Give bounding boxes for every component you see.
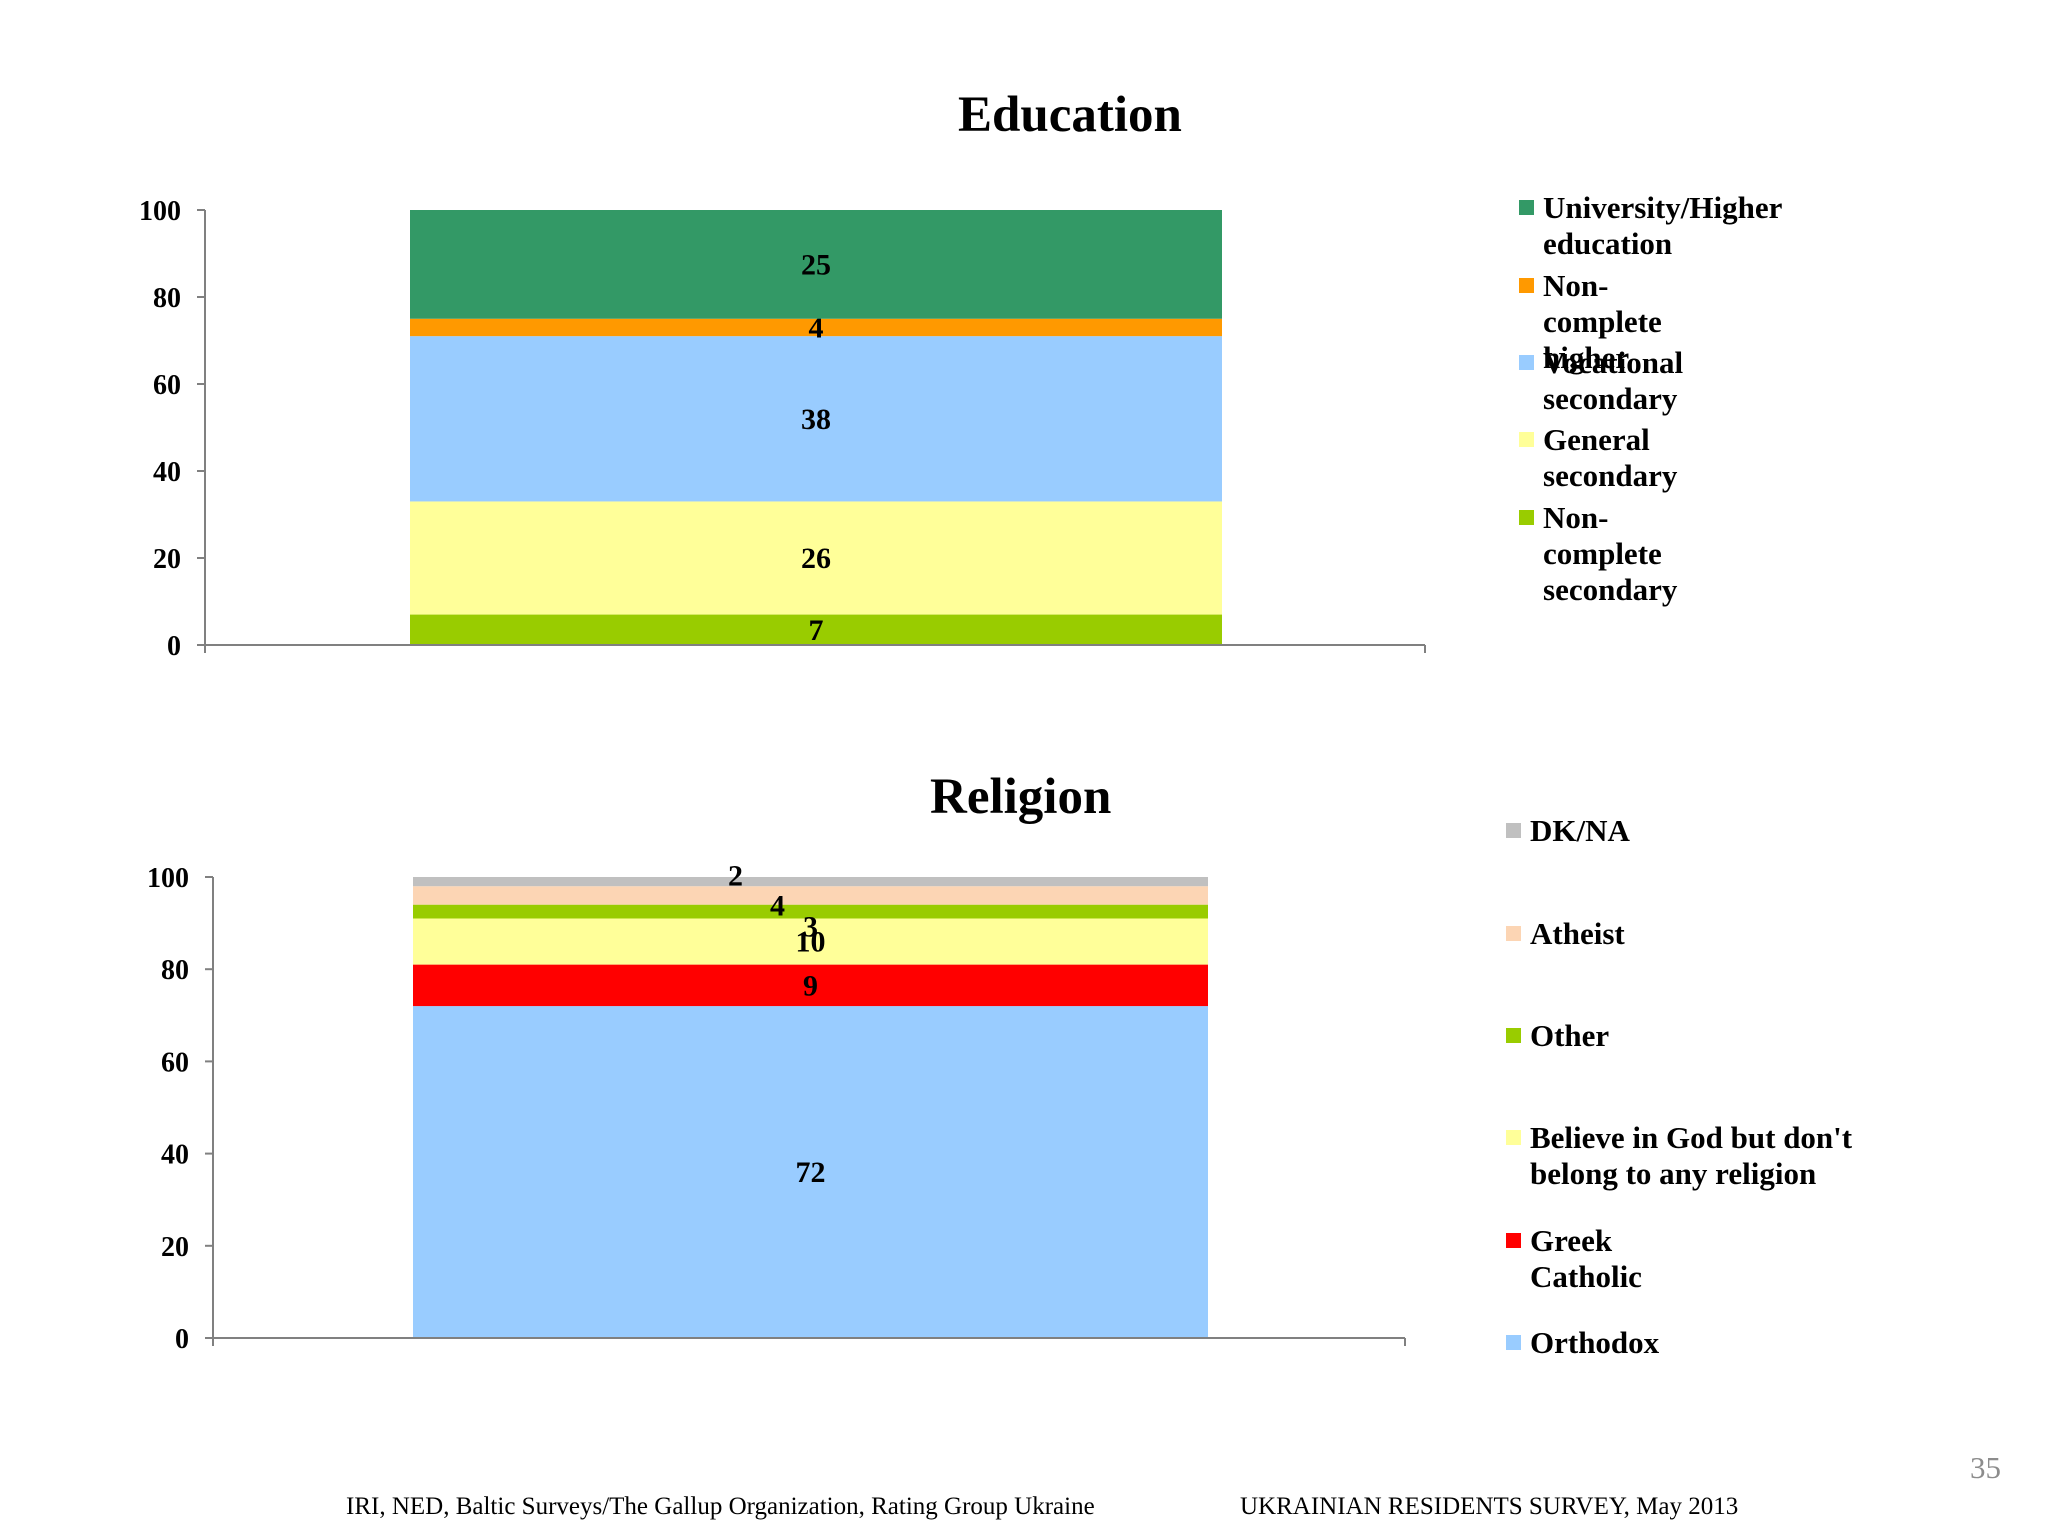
religion-legend-swatch xyxy=(1506,926,1521,941)
education-segment-non-complete-higher xyxy=(410,318,1222,337)
education-legend-swatch xyxy=(1519,200,1534,215)
education-legend-label: University/Higher education xyxy=(1543,190,1782,261)
religion-y-tick-label-20: 20 xyxy=(161,1232,189,1263)
education-legend-swatch xyxy=(1519,432,1534,447)
religion-segment-orthodox xyxy=(413,1006,1208,1338)
education-y-tick-label-60: 60 xyxy=(153,370,181,401)
religion-y-tick-label-100: 100 xyxy=(147,863,189,894)
education-legend-swatch xyxy=(1519,355,1534,370)
education-data-label-vocational-secondary: 38 xyxy=(801,403,831,436)
education-y-tick-label-0: 0 xyxy=(167,631,181,662)
religion-legend-item-greek-catholic: Greek Catholic xyxy=(1506,1223,1642,1295)
education-y-tick-label-80: 80 xyxy=(153,283,181,314)
religion-data-label-believe-in-god-but-don-t-belong-to-any-religion: 10 xyxy=(796,926,826,959)
religion-legend-label: Greek Catholic xyxy=(1530,1223,1642,1294)
religion-legend-label: Believe in God but don't belong to any r… xyxy=(1530,1120,1853,1191)
religion-segment-atheist xyxy=(413,886,1208,905)
education-legend-swatch xyxy=(1519,278,1534,293)
religion-legend-swatch xyxy=(1506,1028,1521,1043)
religion-legend-item-believe-in-god-but-don-t-belong-to-any-religion: Believe in God but don't belong to any r… xyxy=(1506,1120,1870,1192)
education-segment-general-secondary xyxy=(410,501,1222,615)
education-chart-title: Education xyxy=(958,87,1182,143)
religion-y-tick-label-80: 80 xyxy=(161,955,189,986)
religion-data-label-other: 3 xyxy=(803,911,818,944)
religion-legend-swatch xyxy=(1506,1233,1521,1248)
education-segment-university-higher-education xyxy=(410,210,1222,319)
religion-legend-item-orthodox: Orthodox xyxy=(1506,1325,1659,1361)
religion-segment-dk-na xyxy=(413,877,1208,887)
religion-y-tick-label-0: 0 xyxy=(175,1324,189,1355)
religion-legend-label: Atheist xyxy=(1530,916,1625,951)
religion-data-label-orthodox: 72 xyxy=(796,1156,826,1189)
education-data-label-general-secondary: 26 xyxy=(801,542,831,575)
religion-data-label-greek-catholic: 9 xyxy=(803,969,818,1002)
religion-legend-item-other: Other xyxy=(1506,1018,1609,1054)
religion-segment-greek-catholic xyxy=(413,964,1208,1007)
religion-legend-item-atheist: Atheist xyxy=(1506,916,1625,952)
education-data-label-non-complete-higher: 4 xyxy=(809,311,824,344)
footer-source: IRI, NED, Baltic Surveys/The Gallup Orga… xyxy=(346,1493,1095,1520)
religion-y-tick-label-60: 60 xyxy=(161,1047,189,1078)
religion-legend-label: Other xyxy=(1530,1018,1610,1053)
religion-data-label-atheist: 4 xyxy=(770,889,785,922)
slide-number: 35 xyxy=(1970,1450,2001,1485)
education-chart: 7 26 38 4 25 0 20 40 60 80 100 xyxy=(139,196,1426,662)
education-legend-item-non-complete-higher: Non-complete higher xyxy=(1519,268,1662,376)
education-legend-item-vocational-secondary: Vocational secondary xyxy=(1519,345,1683,417)
religion-legend-swatch xyxy=(1506,1335,1521,1350)
education-legend-swatch xyxy=(1519,510,1534,525)
religion-legend-item-dk-na: DK/NA xyxy=(1506,813,1630,849)
religion-y-tick-label-40: 40 xyxy=(161,1140,189,1171)
education-legend-label: Vocational secondary xyxy=(1543,345,1684,416)
education-segment-non-complete-secondary xyxy=(410,614,1222,645)
education-y-tick-label-20: 20 xyxy=(153,544,181,575)
education-data-label-non-complete-secondary: 7 xyxy=(809,614,824,647)
footer-survey: UKRAINIAN RESIDENTS SURVEY, May 2013 xyxy=(1240,1493,1739,1520)
education-legend-label: Non-complete higher xyxy=(1543,268,1662,375)
religion-legend-swatch xyxy=(1506,823,1521,838)
religion-chart-title: Religion xyxy=(930,769,1112,825)
education-legend-item-university-higher-education: University/Higher education xyxy=(1519,190,1833,262)
education-segment-vocational-secondary xyxy=(410,336,1222,502)
religion-legend-label: Orthodox xyxy=(1530,1325,1660,1360)
education-data-label-university-higher-education: 25 xyxy=(801,248,831,281)
religion-legend-label: DK/NA xyxy=(1530,813,1630,848)
education-legend-item-non-complete-secondary: Non-complete secondary xyxy=(1519,500,1677,608)
religion-segment-other xyxy=(413,904,1208,919)
education-y-tick-label-40: 40 xyxy=(153,457,181,488)
education-legend-label: Non-complete secondary xyxy=(1543,500,1678,607)
religion-segment-believe-in-god-but-don-t-belong-to-any-religion xyxy=(413,918,1208,965)
education-y-tick-label-100: 100 xyxy=(139,196,181,227)
education-legend-label: General secondary xyxy=(1543,422,1678,493)
religion-data-label-dk-na: 2 xyxy=(728,860,743,893)
religion-legend-swatch xyxy=(1506,1130,1521,1145)
education-legend-item-general-secondary: General secondary xyxy=(1519,422,1677,494)
